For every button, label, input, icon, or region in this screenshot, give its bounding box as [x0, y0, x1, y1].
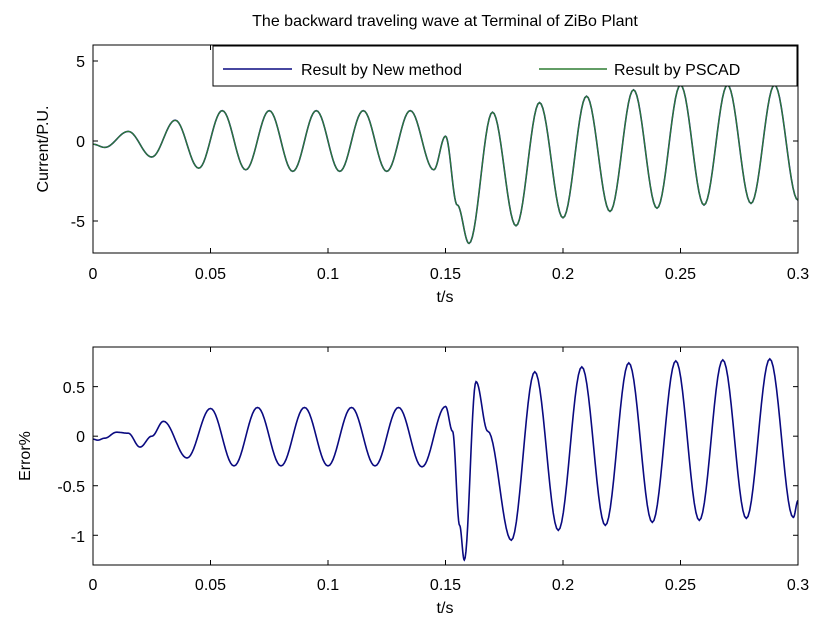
error-y-ticks: -1 -0.5 0 0.5: [57, 380, 85, 546]
y-tick-label: 0: [76, 134, 85, 151]
x-axis-label: t/s: [437, 289, 454, 306]
x-tick-label: 0.15: [430, 577, 461, 594]
x-tick-label: 0.05: [195, 577, 226, 594]
x-tick-label: 0.05: [195, 266, 226, 283]
y-axis-label: Current/P.U.: [35, 106, 52, 193]
y-tick-label: -0.5: [57, 479, 85, 496]
x-tick-label: 0.2: [552, 266, 574, 283]
series-pscad-line: [93, 84, 798, 245]
x-tick-label: 0.1: [317, 266, 339, 283]
y-axis-label: Error%: [17, 431, 34, 481]
x-tick-label: 0.1: [317, 577, 339, 594]
x-tick-label: 0: [89, 266, 98, 283]
error-plot-frame: [92, 346, 799, 566]
legend-label-new-method: Result by New method: [301, 62, 462, 79]
x-tick-label: 0: [89, 577, 98, 594]
x-tick-label: 0.3: [787, 266, 809, 283]
legend-box: [212, 45, 798, 87]
error-x-ticks: 0 0.05 0.1 0.15 0.2 0.25 0.3: [89, 577, 810, 594]
current-y-ticks: -5 0 5: [71, 54, 85, 231]
current-x-ticks: 0 0.05 0.1 0.15 0.2 0.25 0.3: [89, 266, 810, 283]
x-axis-label: t/s: [437, 600, 454, 617]
y-tick-label: -1: [71, 529, 85, 546]
current-plot-frame: [92, 44, 799, 254]
legend: Result by New method Result by PSCAD: [212, 45, 798, 87]
x-tick-label: 0.3: [787, 577, 809, 594]
legend-label-pscad: Result by PSCAD: [614, 62, 740, 79]
x-tick-label: 0.25: [665, 577, 696, 594]
y-tick-label: 0: [76, 429, 85, 446]
series-error-line: [93, 357, 798, 562]
x-tick-label: 0.15: [430, 266, 461, 283]
x-tick-label: 0.25: [665, 266, 696, 283]
y-tick-label: 0.5: [63, 380, 85, 397]
y-tick-label: -5: [71, 214, 85, 231]
y-tick-label: 5: [76, 54, 85, 71]
x-tick-label: 0.2: [552, 577, 574, 594]
chart-title: The backward traveling wave at Terminal …: [252, 13, 638, 30]
